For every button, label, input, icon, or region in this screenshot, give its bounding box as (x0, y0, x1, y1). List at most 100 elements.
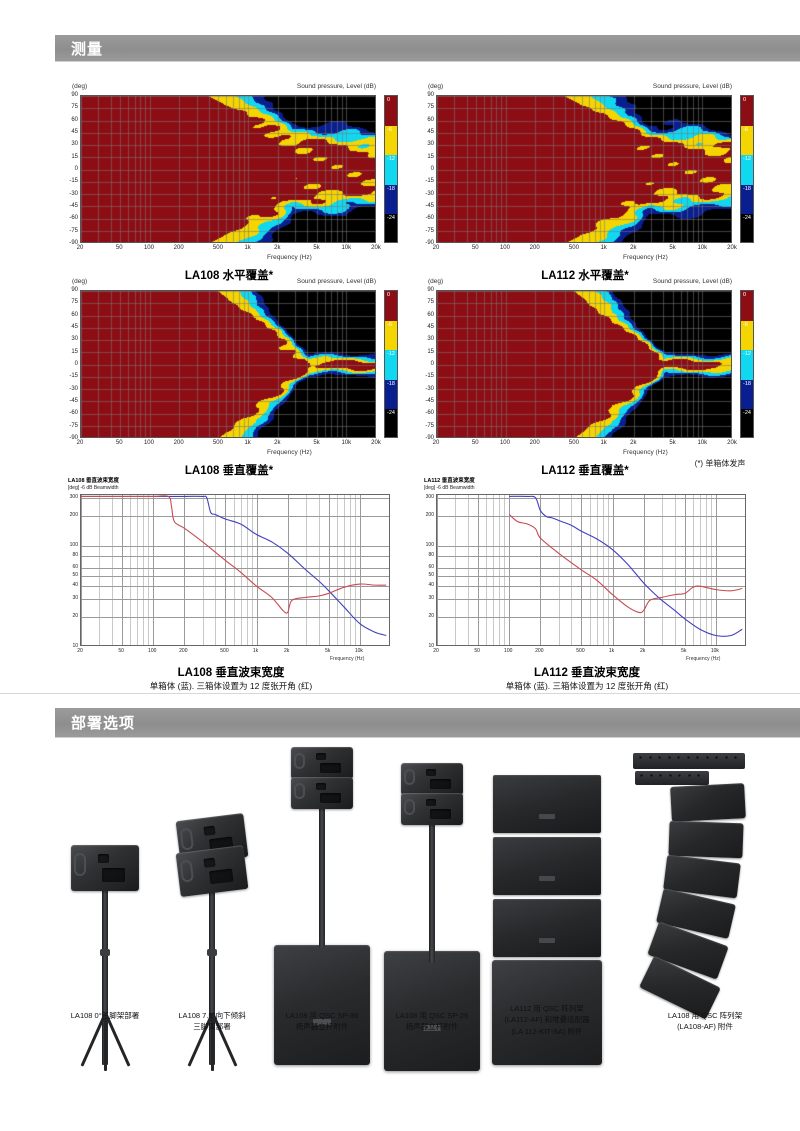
deployment-item-la112-array-stack: LA112 用 QSC 阵列架 (LA112-AF) 和堆叠适配器 (LA 112-… (482, 745, 612, 1075)
stand-height-clamp (207, 949, 217, 956)
qsc-logo (313, 1019, 331, 1026)
beamwidth-minor-gridline (499, 495, 501, 645)
beamwidth-gridline-h (81, 546, 389, 547)
coverage-y-tick: 60 (427, 116, 434, 123)
coverage-x-tick: 500 (568, 440, 579, 446)
qsc-logo (423, 1025, 441, 1032)
beamwidth-minor-gridline (486, 495, 488, 645)
beamwidth-gridline-h (437, 576, 745, 578)
beamwidth-x-axis-title: Frequency (Hz) (330, 656, 365, 662)
beamwidth-gridline-v (328, 495, 330, 645)
beamwidth-sub-caption: 单箱体 (蓝). 三箱体设置为 12 度张开角 (红) (149, 681, 313, 691)
beamwidth-x-tick: 50 (474, 648, 480, 654)
beamwidth-minor-gridline (607, 495, 609, 645)
beamwidth-minor-gridline (143, 495, 145, 645)
coverage-x-tick: 200 (173, 245, 184, 251)
coverage-y-tick: -45 (69, 398, 78, 404)
beamwidth-gridline-h (437, 546, 745, 547)
coverage-plot-area (80, 95, 376, 243)
beamwidth-series-line (509, 495, 743, 637)
coverage-y-tick: 0 (74, 166, 78, 172)
coverage-y-tick: -60 (69, 215, 78, 222)
beamwidth-x-tick: 2k (284, 648, 290, 654)
coverage-y-tick: -75 (425, 422, 434, 429)
coverage-y-tick: 15 (427, 153, 434, 160)
section-title-measurement: 测量 (71, 40, 104, 58)
coverage-x-tick: 10k (341, 245, 352, 251)
color-scale-label: -12 (387, 351, 395, 358)
coverage-chart-la108-horizontal: (deg) Sound pressure, Level (dB) 90 75 60 45 3… (62, 83, 402, 290)
beamwidth-gridline-v (359, 495, 361, 645)
coverage-x-tick: 20k (727, 440, 737, 446)
coverage-y-axis-note: (deg) (428, 278, 444, 285)
beamwidth-minor-gridline (318, 495, 320, 645)
beamwidth-gridline-v (81, 495, 82, 645)
beamwidth-minor-gridline (202, 495, 204, 645)
beamwidth-x-tick: 100 (504, 648, 513, 654)
beamwidth-y-tick: 50 (428, 572, 434, 579)
beamwidth-x-tick: 5k (325, 648, 331, 654)
beamwidth-y-tick: 100 (425, 542, 434, 548)
beamwidth-x-tick: 20 (77, 648, 83, 654)
coverage-y-tick: 45 (71, 324, 78, 330)
coverage-x-axis-title: Frequency (Hz) (623, 254, 668, 261)
coverage-y-tick: 0 (430, 361, 434, 367)
coverage-x-tick: 5k (669, 245, 676, 251)
beamwidth-series-svg (81, 495, 387, 637)
coverage-y-tick: -15 (69, 373, 78, 380)
coverage-x-tick: 50 (115, 440, 123, 446)
beamwidth-minor-gridline (711, 495, 713, 645)
coverage-x-tick: 100 (499, 440, 510, 446)
coverage-color-scale: 0 -6 -12 -18 -24 (384, 290, 398, 438)
coverage-x-tick: 100 (499, 245, 510, 251)
coverage-y-tick: 45 (427, 324, 434, 330)
array-cabinet (493, 899, 601, 957)
coverage-y-tick: 75 (427, 299, 434, 306)
beamwidth-gridline-h (81, 555, 389, 557)
coverage-y-tick: -45 (425, 203, 434, 209)
qsc-logo (539, 876, 555, 882)
coverage-x-tick: 20 (432, 440, 440, 446)
beamwidth-gridline-h (81, 497, 389, 499)
beamwidth-minor-gridline (355, 495, 357, 645)
color-scale-segment: -18 (741, 184, 753, 215)
coverage-legend-note: Sound pressure, Level (dB) (296, 278, 376, 285)
beamwidth-y-tick: 60 (428, 564, 434, 571)
color-scale-segment: -12 (385, 155, 397, 185)
beamwidth-y-tick: 40 (428, 582, 434, 589)
beamwidth-chart-la108-beamwidth: LA108 垂直波束宽度 [deg] -6 dB Beamwidth 300 200 1… (62, 478, 402, 698)
coverage-x-tick: 20 (432, 245, 440, 251)
deployment-item-la108-tripod-0: LA108 0°三脚架部署 (45, 745, 165, 1075)
fly-bar (633, 753, 745, 769)
cabinet-horn-grille (102, 868, 126, 882)
subwoofer-cabinet (384, 951, 480, 1071)
coverage-y-tick: -30 (425, 190, 434, 197)
color-scale-label: 0 (387, 292, 391, 298)
coverage-x-tick: 20k (727, 245, 737, 251)
stand-leg (210, 1013, 214, 1071)
beamwidth-x-axis-title: Frequency (Hz) (686, 656, 721, 662)
line-array-module (668, 820, 744, 859)
coverage-x-tick: 2k (630, 245, 637, 251)
deployment-item-la108-sp26: LA108 用 QSC SP-26 扬声器立杆附件 (372, 745, 492, 1075)
beamwidth-x-tick: 1k (252, 648, 259, 654)
color-scale-segment: -18 (385, 379, 397, 410)
color-scale-segment: -6 (385, 320, 397, 351)
array-cabinet (493, 775, 601, 833)
color-scale-segment: -24 (385, 214, 397, 242)
coverage-x-tick: 5k (669, 440, 676, 446)
color-scale-segment: 0 (741, 96, 753, 126)
color-scale-segment: -12 (741, 350, 753, 380)
beamwidth-chart-la112-beamwidth: LA112 垂直波束宽度 [deg] -6 dB Beamwidth 300 200 1… (418, 478, 758, 698)
coverage-y-tick: -60 (425, 215, 434, 222)
coverage-plot-area (436, 290, 732, 438)
color-scale-label: -18 (743, 185, 751, 192)
coverage-x-tick: 10k (697, 245, 708, 251)
beamwidth-header: LA108 垂直波束宽度 (68, 478, 120, 484)
coverage-y-tick: -30 (69, 385, 78, 392)
coverage-color-scale: 0 -6 -12 -18 -24 (384, 95, 398, 243)
coverage-legend-note: Sound pressure, Level (dB) (652, 83, 732, 90)
beamwidth-y-tick: 200 (425, 511, 434, 518)
coverage-y-axis-note: (deg) (428, 83, 444, 90)
